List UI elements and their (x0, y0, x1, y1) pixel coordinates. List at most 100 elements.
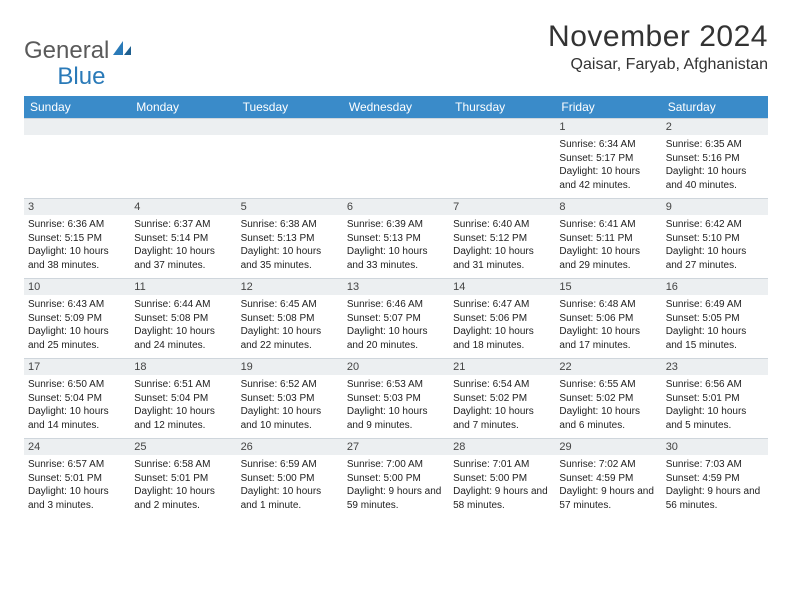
sunrise-text: Sunrise: 6:56 AM (666, 378, 764, 392)
day-number-cell (130, 118, 236, 135)
day-details: Sunrise: 6:41 AMSunset: 5:11 PMDaylight:… (555, 215, 661, 278)
day-details: Sunrise: 6:36 AMSunset: 5:15 PMDaylight:… (24, 215, 130, 278)
sunset-text: Sunset: 5:05 PM (666, 312, 764, 326)
daylight-text: Daylight: 10 hours and 5 minutes. (666, 405, 764, 432)
day-content-cell: Sunrise: 6:38 AMSunset: 5:13 PMDaylight:… (237, 215, 343, 278)
day-details: Sunrise: 6:59 AMSunset: 5:00 PMDaylight:… (237, 455, 343, 518)
sunset-text: Sunset: 5:01 PM (28, 472, 126, 486)
day-number: 17 (24, 358, 130, 375)
daylight-text: Daylight: 10 hours and 35 minutes. (241, 245, 339, 272)
calendar-table: Sunday Monday Tuesday Wednesday Thursday… (24, 96, 768, 518)
day-details: Sunrise: 6:47 AMSunset: 5:06 PMDaylight:… (449, 295, 555, 358)
sunrise-text: Sunrise: 6:54 AM (453, 378, 551, 392)
sunrise-text: Sunrise: 6:53 AM (347, 378, 445, 392)
sunset-text: Sunset: 5:02 PM (453, 392, 551, 406)
daylight-text: Daylight: 10 hours and 10 minutes. (241, 405, 339, 432)
day-number-cell: 3 (24, 198, 130, 215)
daylight-text: Daylight: 10 hours and 6 minutes. (559, 405, 657, 432)
day-content-cell: Sunrise: 6:40 AMSunset: 5:12 PMDaylight:… (449, 215, 555, 278)
empty-day (130, 118, 236, 135)
daylight-text: Daylight: 10 hours and 22 minutes. (241, 325, 339, 352)
day-details: Sunrise: 7:01 AMSunset: 5:00 PMDaylight:… (449, 455, 555, 518)
sunset-text: Sunset: 4:59 PM (666, 472, 764, 486)
sunrise-text: Sunrise: 6:44 AM (134, 298, 232, 312)
day-number: 10 (24, 278, 130, 295)
day-details: Sunrise: 6:48 AMSunset: 5:06 PMDaylight:… (555, 295, 661, 358)
daylight-text: Daylight: 10 hours and 20 minutes. (347, 325, 445, 352)
day-number: 29 (555, 438, 661, 455)
day-details: Sunrise: 6:54 AMSunset: 5:02 PMDaylight:… (449, 375, 555, 438)
sunrise-text: Sunrise: 6:46 AM (347, 298, 445, 312)
day-number-cell: 14 (449, 278, 555, 295)
sunrise-text: Sunrise: 6:40 AM (453, 218, 551, 232)
sunset-text: Sunset: 5:00 PM (453, 472, 551, 486)
sunrise-text: Sunrise: 7:01 AM (453, 458, 551, 472)
day-details: Sunrise: 7:02 AMSunset: 4:59 PMDaylight:… (555, 455, 661, 518)
day-number-row: 12 (24, 118, 768, 135)
day-content-row: Sunrise: 6:34 AMSunset: 5:17 PMDaylight:… (24, 135, 768, 198)
sunset-text: Sunset: 5:13 PM (241, 232, 339, 246)
header: General Blue November 2024 Qaisar, Farya… (24, 20, 768, 78)
day-number: 6 (343, 198, 449, 215)
sunrise-text: Sunrise: 6:51 AM (134, 378, 232, 392)
day-number-cell: 18 (130, 358, 236, 375)
day-content-cell: Sunrise: 6:50 AMSunset: 5:04 PMDaylight:… (24, 375, 130, 438)
day-content-cell: Sunrise: 6:34 AMSunset: 5:17 PMDaylight:… (555, 135, 661, 198)
daylight-text: Daylight: 10 hours and 37 minutes. (134, 245, 232, 272)
sunset-text: Sunset: 5:04 PM (28, 392, 126, 406)
day-details: Sunrise: 6:46 AMSunset: 5:07 PMDaylight:… (343, 295, 449, 358)
day-number-cell: 27 (343, 438, 449, 455)
day-number-cell: 25 (130, 438, 236, 455)
sunrise-text: Sunrise: 6:36 AM (28, 218, 126, 232)
day-number-cell: 5 (237, 198, 343, 215)
sunrise-text: Sunrise: 6:39 AM (347, 218, 445, 232)
daylight-text: Daylight: 10 hours and 15 minutes. (666, 325, 764, 352)
weekday-header-row: Sunday Monday Tuesday Wednesday Thursday… (24, 96, 768, 118)
day-content-cell: Sunrise: 6:57 AMSunset: 5:01 PMDaylight:… (24, 455, 130, 518)
sunrise-text: Sunrise: 7:00 AM (347, 458, 445, 472)
day-content-cell: Sunrise: 6:44 AMSunset: 5:08 PMDaylight:… (130, 295, 236, 358)
sunrise-text: Sunrise: 6:58 AM (134, 458, 232, 472)
day-number: 22 (555, 358, 661, 375)
sunrise-text: Sunrise: 6:35 AM (666, 138, 764, 152)
daylight-text: Daylight: 10 hours and 2 minutes. (134, 485, 232, 512)
day-number: 19 (237, 358, 343, 375)
day-details: Sunrise: 6:45 AMSunset: 5:08 PMDaylight:… (237, 295, 343, 358)
daylight-text: Daylight: 10 hours and 29 minutes. (559, 245, 657, 272)
day-number-cell: 28 (449, 438, 555, 455)
day-number-cell: 17 (24, 358, 130, 375)
day-content-cell: Sunrise: 6:56 AMSunset: 5:01 PMDaylight:… (662, 375, 768, 438)
sunset-text: Sunset: 5:01 PM (666, 392, 764, 406)
daylight-text: Daylight: 10 hours and 14 minutes. (28, 405, 126, 432)
day-number: 7 (449, 198, 555, 215)
day-details: Sunrise: 6:39 AMSunset: 5:13 PMDaylight:… (343, 215, 449, 278)
day-number-cell (449, 118, 555, 135)
day-content-cell: Sunrise: 6:51 AMSunset: 5:04 PMDaylight:… (130, 375, 236, 438)
day-content-cell: Sunrise: 6:37 AMSunset: 5:14 PMDaylight:… (130, 215, 236, 278)
day-content-cell: Sunrise: 6:54 AMSunset: 5:02 PMDaylight:… (449, 375, 555, 438)
sunset-text: Sunset: 5:02 PM (559, 392, 657, 406)
day-number: 20 (343, 358, 449, 375)
day-number: 12 (237, 278, 343, 295)
sunset-text: Sunset: 5:15 PM (28, 232, 126, 246)
empty-day (237, 118, 343, 135)
sunrise-text: Sunrise: 6:59 AM (241, 458, 339, 472)
daylight-text: Daylight: 10 hours and 25 minutes. (28, 325, 126, 352)
sunrise-text: Sunrise: 6:37 AM (134, 218, 232, 232)
sunrise-text: Sunrise: 6:41 AM (559, 218, 657, 232)
day-content-cell: Sunrise: 6:52 AMSunset: 5:03 PMDaylight:… (237, 375, 343, 438)
day-number-cell: 6 (343, 198, 449, 215)
day-number-cell: 11 (130, 278, 236, 295)
sunset-text: Sunset: 5:04 PM (134, 392, 232, 406)
daylight-text: Daylight: 10 hours and 1 minute. (241, 485, 339, 512)
month-title: November 2024 (548, 20, 768, 54)
day-content-cell: Sunrise: 6:58 AMSunset: 5:01 PMDaylight:… (130, 455, 236, 518)
day-number-row: 3456789 (24, 198, 768, 215)
day-content-cell (130, 135, 236, 198)
day-content-cell: Sunrise: 6:47 AMSunset: 5:06 PMDaylight:… (449, 295, 555, 358)
daylight-text: Daylight: 10 hours and 12 minutes. (134, 405, 232, 432)
day-number: 2 (662, 118, 768, 135)
day-number: 28 (449, 438, 555, 455)
sunset-text: Sunset: 5:16 PM (666, 152, 764, 166)
day-content-cell: Sunrise: 7:02 AMSunset: 4:59 PMDaylight:… (555, 455, 661, 518)
